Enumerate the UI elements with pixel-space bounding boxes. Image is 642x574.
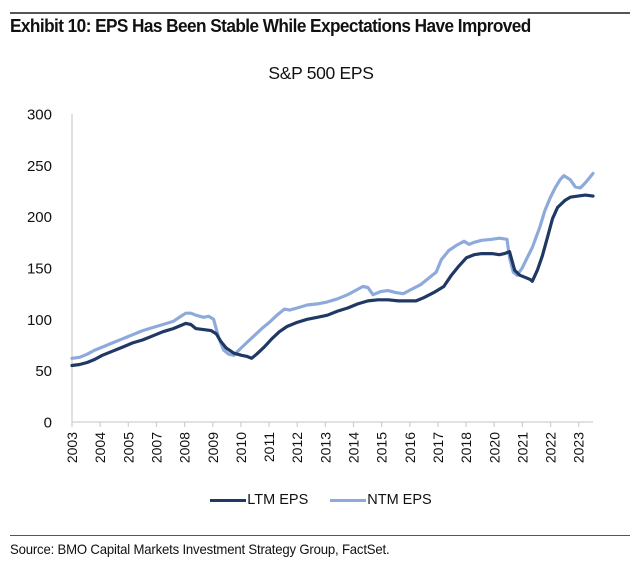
- exhibit-title: Exhibit 10: EPS Has Been Stable While Ex…: [10, 15, 531, 36]
- x-tick-label: 2014: [346, 432, 362, 463]
- x-tick-label: 2010: [233, 432, 249, 463]
- top-rule: [10, 12, 630, 14]
- x-tick-label: 2016: [402, 432, 418, 463]
- y-tick-label: 150: [27, 261, 52, 278]
- x-tick-label: 2018: [458, 432, 474, 463]
- series-line-ntm-eps: [70, 171, 595, 360]
- y-tick-label: 50: [35, 363, 52, 380]
- x-tick-label: 2022: [543, 432, 559, 463]
- legend-swatch-ltm: [210, 498, 247, 502]
- legend-item-ltm: LTM EPS: [210, 492, 308, 508]
- source-note: Source: BMO Capital Markets Investment S…: [10, 541, 390, 557]
- chart-title: S&P 500 EPS: [268, 63, 374, 83]
- x-tick-label: 2008: [177, 432, 193, 463]
- y-tick-label: 200: [27, 209, 52, 226]
- x-tick-label: 2005: [120, 432, 136, 463]
- legend-label-ntm: NTM EPS: [367, 492, 432, 508]
- y-tick-label: 250: [27, 158, 52, 175]
- x-tick-label: 2009: [205, 432, 221, 463]
- x-tick-label: 2013: [317, 432, 333, 463]
- legend-item-ntm: NTM EPS: [330, 492, 432, 508]
- x-tick-label: 2003: [64, 432, 80, 463]
- x-tick-label: 2015: [374, 432, 390, 463]
- legend: LTM EPS NTM EPS: [0, 492, 642, 508]
- y-tick-label: 0: [44, 415, 52, 432]
- x-tick-label: 2011: [261, 432, 277, 462]
- y-tick-label: 100: [27, 312, 52, 329]
- series-layer: [70, 171, 595, 368]
- x-tick-label: 2020: [486, 432, 502, 463]
- x-tick-label: 2007: [148, 432, 164, 463]
- legend-label-ltm: LTM EPS: [247, 492, 309, 508]
- axes: 0 50 100 150 200 250 300 2003 2004 2005 2007 2008 20…: [27, 107, 593, 463]
- x-tick-label: 2012: [289, 432, 305, 463]
- x-tick-label: 2021: [514, 432, 530, 463]
- legend-swatch-ntm: [330, 498, 367, 502]
- x-tick-label: 2023: [571, 432, 587, 463]
- y-tick-label: 300: [27, 107, 52, 124]
- x-tick-label: 2017: [430, 432, 446, 463]
- series-line-ltm-eps: [70, 193, 595, 368]
- x-tick-label: 2004: [92, 432, 108, 463]
- bottom-rule: [10, 535, 630, 536]
